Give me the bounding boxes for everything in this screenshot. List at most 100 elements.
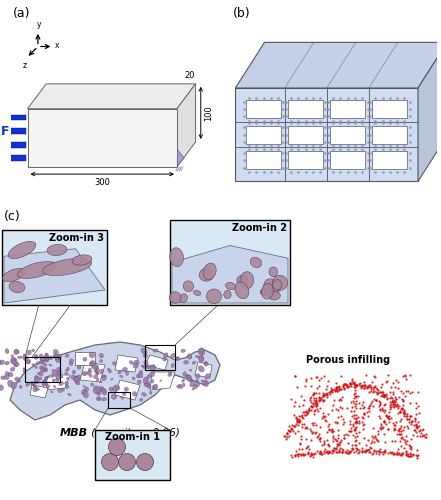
Point [329,428,336,436]
Point [422,430,429,438]
Ellipse shape [51,391,53,393]
Ellipse shape [129,360,134,364]
Point [401,444,408,452]
Point [302,411,309,419]
Point [336,395,344,403]
Point [291,422,298,430]
Point [321,437,328,445]
Point [342,381,349,389]
Point [395,444,402,452]
Point [312,402,319,410]
Ellipse shape [176,356,179,360]
Point [359,414,366,422]
Point [325,420,332,428]
Point [350,382,357,390]
Ellipse shape [53,354,57,358]
Point [320,440,327,448]
Point [288,453,295,461]
Point [284,430,291,438]
Point [380,388,387,396]
Point [404,412,411,420]
Ellipse shape [83,357,87,362]
Ellipse shape [176,357,179,360]
Point [419,431,426,439]
Point [308,406,315,414]
Ellipse shape [195,374,200,378]
Point [320,372,327,380]
Point [374,427,381,435]
Ellipse shape [33,386,37,392]
Ellipse shape [183,372,187,376]
Point [330,437,337,445]
Point [330,446,337,454]
Ellipse shape [15,362,19,366]
Point [395,410,402,418]
Point [345,428,352,436]
Point [335,383,342,391]
Point [359,448,366,456]
Point [405,452,412,460]
Point [310,394,318,402]
Ellipse shape [37,372,40,374]
Ellipse shape [262,284,273,299]
Point [380,430,387,438]
Ellipse shape [45,376,48,380]
Point [301,451,308,459]
Point [387,449,394,457]
Point [327,388,334,396]
Ellipse shape [134,360,139,365]
Ellipse shape [147,375,150,378]
Ellipse shape [141,365,144,368]
Point [351,433,359,441]
Point [367,448,374,456]
Point [312,449,319,457]
Point [351,390,359,398]
Point [383,392,390,400]
Point [298,412,305,420]
Point [411,426,418,434]
Point [286,432,293,440]
Point [312,394,319,402]
Ellipse shape [85,387,89,392]
Polygon shape [177,84,196,167]
Point [306,452,314,460]
Point [385,413,392,421]
Point [372,396,379,404]
Point [300,450,307,458]
Point [305,406,312,414]
Point [282,436,289,444]
Point [336,444,343,452]
Point [372,436,379,444]
Point [307,427,314,435]
Point [362,381,369,389]
Point [295,412,303,420]
Point [397,430,404,438]
Point [314,400,321,407]
Ellipse shape [163,358,166,361]
Point [403,450,410,458]
Point [295,418,302,426]
Ellipse shape [34,355,38,360]
Ellipse shape [75,375,81,382]
Point [372,450,379,458]
Point [317,374,324,382]
Point [291,451,298,459]
Point [324,382,331,390]
Point [331,444,338,452]
Point [333,448,340,456]
Point [344,431,351,439]
Point [386,404,393,411]
Point [363,384,370,392]
Point [374,388,381,396]
Point [367,384,374,392]
Ellipse shape [120,376,123,378]
Point [420,430,427,438]
Point [403,410,410,418]
Ellipse shape [152,385,157,389]
Point [354,418,361,426]
Ellipse shape [72,370,76,374]
Ellipse shape [43,368,46,370]
Ellipse shape [203,263,216,280]
Point [321,396,328,404]
Ellipse shape [35,388,39,391]
